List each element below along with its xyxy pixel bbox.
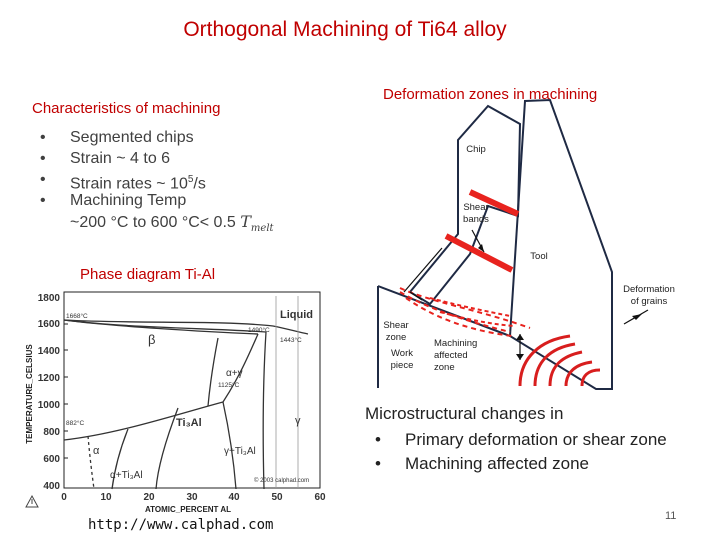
bullet-strain: Strain ~ 4 to 6 xyxy=(40,148,206,169)
temp-note: 1125°C xyxy=(218,381,240,389)
temp-note: 1668°C xyxy=(66,312,88,320)
phase-boundaries xyxy=(63,319,309,490)
x-tick: 10 xyxy=(100,492,112,503)
grain-dashes xyxy=(429,297,515,327)
x-tick: 0 xyxy=(61,492,67,503)
region-gamma-ti3al: γ+Ti₃Al xyxy=(224,446,256,457)
deformation-diagram xyxy=(377,98,649,390)
bullet-text: Strain ~ 4 to 6 xyxy=(70,150,171,167)
micro-list: Primary deformation or shear zone Machin… xyxy=(375,428,667,476)
phase-diagram-heading: Phase diagram Ti-Al xyxy=(80,266,216,283)
micro-heading: Microstructural changes in xyxy=(365,404,564,423)
x-tick: 30 xyxy=(186,492,198,503)
calphad-logo xyxy=(25,494,39,508)
workpiece-edge xyxy=(377,285,511,337)
tool-outline xyxy=(508,98,613,390)
label-deformation-grains: Deformation of grains xyxy=(623,284,675,307)
strain-rate-exponent: 5 xyxy=(187,174,194,185)
region-ti3al: Ti₃Al xyxy=(176,417,202,429)
y-tick: 800 xyxy=(43,427,60,438)
page-number: 11 xyxy=(665,510,677,522)
y-tick: 1000 xyxy=(38,400,61,411)
strain-rate-unit: /s xyxy=(193,175,206,193)
temp-range: ~200 °C to 600 °C< 0.5 Tmelt xyxy=(70,212,274,234)
phase-diagram-figure: TEMPERATURE_CELSIUS ATOMIC_PERCENT AL 18… xyxy=(25,291,326,514)
bullet-text: Segmented chips xyxy=(70,129,194,146)
characteristics-heading: Characteristics of machining xyxy=(32,100,221,117)
label-shear-zone: Shear zone xyxy=(383,320,409,343)
arrow-head xyxy=(516,334,524,340)
x-tick: 50 xyxy=(271,492,283,503)
arrow-head xyxy=(478,244,484,252)
arrow-head xyxy=(516,354,524,360)
machining-affected-arcs xyxy=(518,334,601,387)
temp-range-text: ~200 °C to 600 °C< 0.5 xyxy=(70,214,241,231)
chip-outline xyxy=(408,104,522,306)
label-shear-bands: Shear bands xyxy=(463,202,489,225)
y-tick: 400 xyxy=(43,481,60,492)
x-tick: 40 xyxy=(228,492,240,503)
arrow-head xyxy=(632,314,642,320)
copyright: © 2003 calphad.com xyxy=(254,477,309,484)
region-gamma: γ xyxy=(295,415,301,427)
region-beta: β xyxy=(148,332,155,347)
y-tick: 600 xyxy=(43,454,60,465)
bullet-text: Machining Temp xyxy=(70,192,187,209)
slide-title: Orthogonal Machining of Ti64 alloy xyxy=(183,18,507,41)
bullet-segmented-chips: Segmented chips xyxy=(40,127,206,148)
bullet-machining-temp: Machining Temp xyxy=(40,190,206,211)
phase-xlabel: ATOMIC_PERCENT AL xyxy=(145,505,231,514)
bullet-strain-rates: Strain rates ~ 105/s xyxy=(40,169,206,193)
source-link[interactable]: http://www.calphad.com xyxy=(88,517,274,533)
shear-band xyxy=(468,189,520,217)
characteristics-list: Segmented chips Strain ~ 4 to 6 Strain r… xyxy=(40,127,206,211)
y-tick: 1400 xyxy=(38,346,61,357)
label-chip: Chip xyxy=(466,144,486,155)
x-tick: 20 xyxy=(143,492,155,503)
phase-ylabel: TEMPERATURE_CELSIUS xyxy=(25,344,34,444)
region-alpha-gamma: α+γ xyxy=(226,368,243,379)
region-liquid: Liquid xyxy=(280,309,313,321)
phase-grid-lines xyxy=(275,296,299,488)
region-alpha-ti3al: α+Ti₃Al xyxy=(110,470,143,481)
region-alpha: α xyxy=(93,445,100,457)
y-tick: 1800 xyxy=(38,293,61,304)
micro-item-shear-zone: Primary deformation or shear zone xyxy=(375,428,667,452)
deformation-heading: Deformation zones in machining xyxy=(383,86,598,103)
label-work-piece: Work piece xyxy=(390,348,414,371)
temp-note: 1490°C xyxy=(248,326,270,334)
y-tick: 1200 xyxy=(38,373,61,384)
x-tick: 60 xyxy=(314,492,326,503)
shear-band xyxy=(444,233,514,273)
temp-subscript: melt xyxy=(250,223,274,235)
temp-note: 1443°C xyxy=(280,336,302,344)
bullet-text: Strain rates ~ 10 xyxy=(70,175,188,193)
temp-symbol: T xyxy=(240,212,251,231)
label-machining-affected: Machining affected zone xyxy=(434,338,478,373)
temp-note: 882°C xyxy=(66,419,84,427)
label-tool: Tool xyxy=(530,251,548,262)
micro-item-affected-zone: Machining affected zone xyxy=(375,452,667,476)
y-tick: 1600 xyxy=(38,319,61,330)
